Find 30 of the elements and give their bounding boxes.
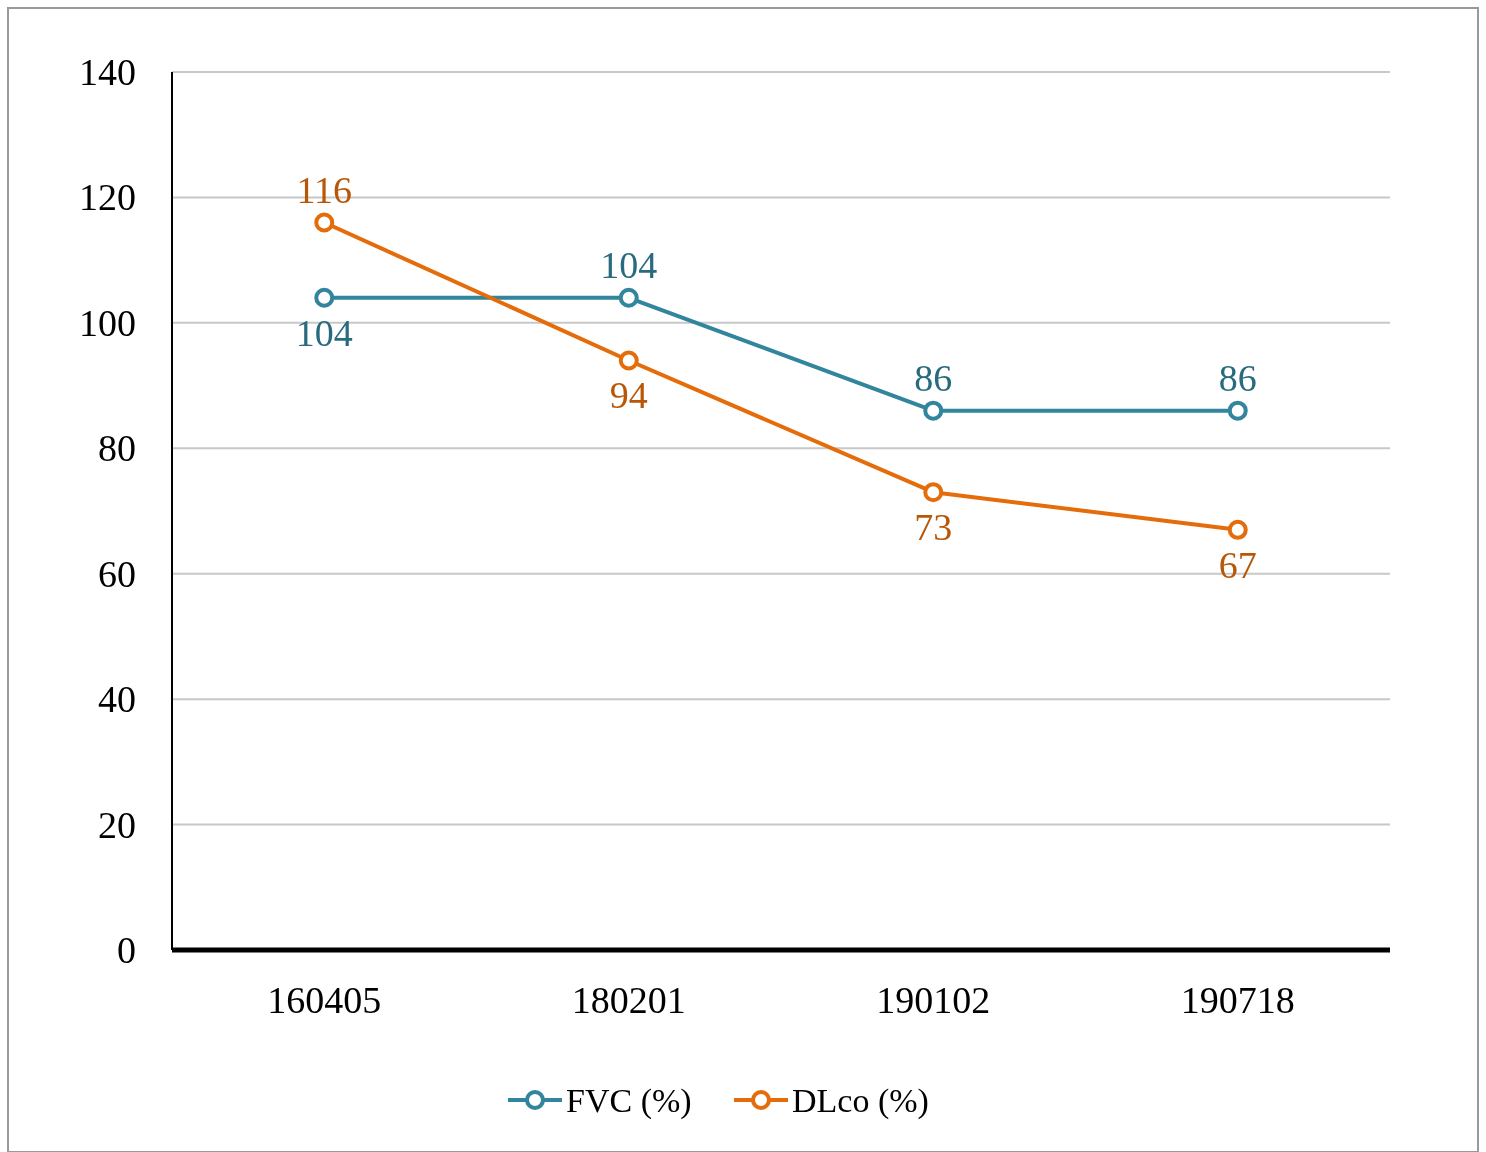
x-tick-label: 180201 bbox=[571, 979, 686, 1021]
x-tick-label: 190102 bbox=[876, 979, 991, 1021]
y-tick-label: 60 bbox=[98, 552, 136, 595]
data-label: 73 bbox=[914, 506, 953, 549]
data-label: 104 bbox=[295, 311, 353, 354]
legend-label: FVC (%) bbox=[566, 1082, 692, 1120]
y-tick-label: 20 bbox=[98, 803, 136, 846]
y-tick-label: 0 bbox=[117, 929, 136, 971]
data-label: 86 bbox=[914, 356, 953, 399]
data-label: 116 bbox=[296, 168, 353, 211]
y-tick-label: 40 bbox=[98, 678, 136, 721]
point bbox=[314, 287, 335, 308]
legend-label: DLco (%) bbox=[792, 1082, 929, 1120]
point bbox=[1227, 519, 1248, 540]
point bbox=[923, 400, 944, 421]
y-tick-label: 140 bbox=[79, 51, 136, 93]
y-tick-label: 100 bbox=[79, 301, 136, 344]
point bbox=[923, 482, 944, 503]
x-tick-label: 190718 bbox=[1180, 979, 1295, 1021]
data-label: 67 bbox=[1218, 543, 1257, 586]
point bbox=[314, 212, 335, 233]
y-tick-label: 120 bbox=[79, 176, 136, 219]
y-tick-label: 80 bbox=[98, 427, 136, 470]
data-label: 94 bbox=[609, 374, 648, 417]
data-label: 104 bbox=[600, 243, 658, 286]
point bbox=[618, 350, 639, 371]
point bbox=[1227, 400, 1248, 421]
x-tick-label: 160405 bbox=[267, 979, 382, 1021]
data-label: 86 bbox=[1218, 356, 1257, 399]
point bbox=[618, 287, 639, 308]
